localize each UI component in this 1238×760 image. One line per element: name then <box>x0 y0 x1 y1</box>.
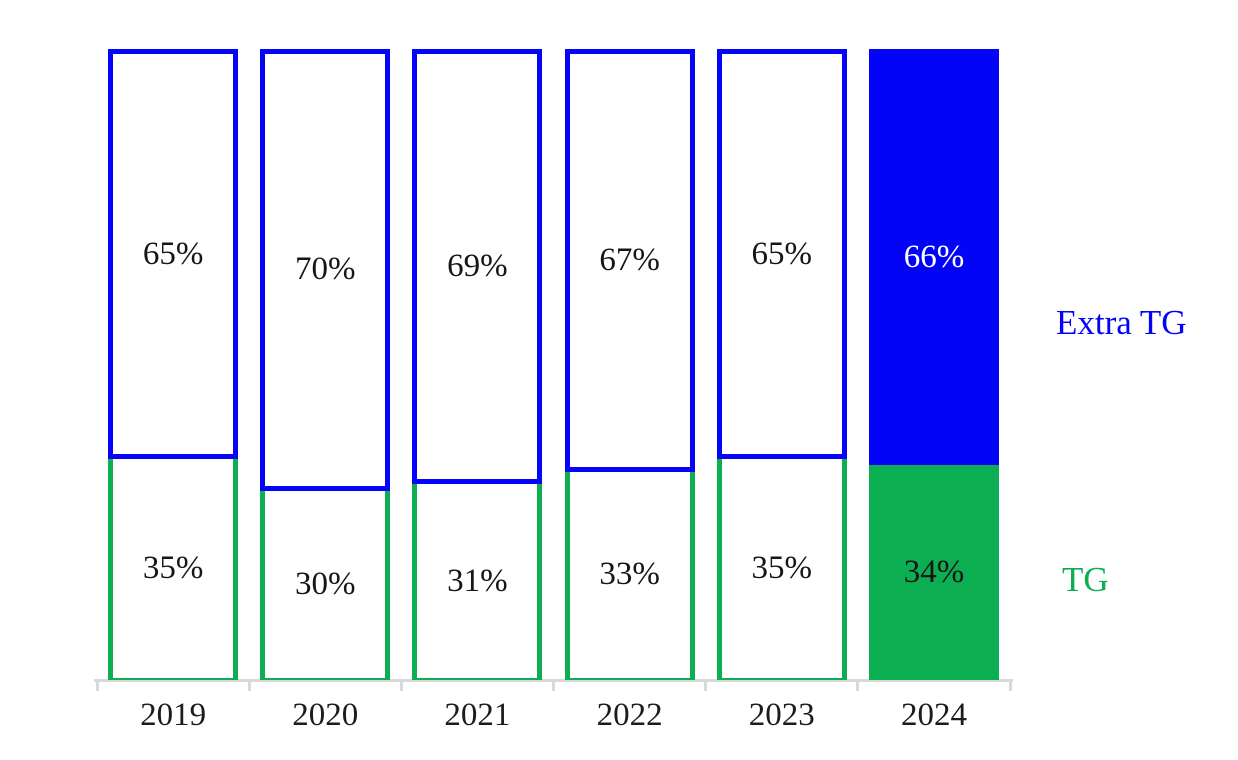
x-axis-label-2021: 2021 <box>444 697 511 733</box>
x-axis-label-2019: 2019 <box>140 697 207 733</box>
x-axis-tick <box>856 679 860 691</box>
segment-tg-2021: 31% <box>412 484 543 680</box>
legend-tg: TG <box>1062 560 1109 599</box>
segment-tg-2024: 34% <box>868 465 999 680</box>
segment-tg-2019: 35% <box>108 459 239 680</box>
segment-extra-tg-2022: 67% <box>564 49 695 472</box>
category-slot-2022: 67% 33% 2022 <box>554 49 706 733</box>
category-slot-2020: 70% 30% 2020 <box>249 49 401 733</box>
x-axis-label-2020: 2020 <box>292 697 359 733</box>
category-slot-2024: 66% 34% 2024 <box>858 49 1010 733</box>
segment-extra-tg-2024: 66% <box>868 49 999 466</box>
value-label-extra-tg-2020: 70% <box>295 251 356 288</box>
x-axis-label-2024: 2024 <box>900 697 967 733</box>
bar-2021: 69% 31% <box>412 49 543 680</box>
segment-extra-tg-2019: 65% <box>108 49 239 460</box>
bar-2023: 65% 35% <box>716 49 847 680</box>
segment-extra-tg-2020: 70% <box>260 49 391 491</box>
segment-tg-2022: 33% <box>564 471 695 680</box>
value-label-tg-2024: 34% <box>903 554 965 591</box>
segment-tg-2020: 30% <box>260 490 391 680</box>
value-label-extra-tg-2021: 69% <box>447 248 508 285</box>
legend-extra-tg: Extra TG <box>1056 303 1187 342</box>
category-slot-2021: 69% 31% 2021 <box>401 49 553 733</box>
bar-2020: 70% 30% <box>260 49 391 680</box>
value-label-extra-tg-2023: 65% <box>751 235 813 272</box>
segment-extra-tg-2023: 65% <box>716 49 847 460</box>
value-label-tg-2019: 35% <box>142 550 204 587</box>
plot-area: 65% 35% 2019 70% 30% 2020 69% 31% 2021 67% 33% 2022… <box>94 49 1013 733</box>
value-label-tg-2021: 31% <box>447 562 508 599</box>
x-axis-tick <box>247 679 251 691</box>
x-axis-tick <box>552 679 555 691</box>
x-axis-label-2022: 2022 <box>596 697 663 733</box>
value-label-extra-tg-2024: 66% <box>903 238 965 275</box>
segment-tg-2023: 35% <box>716 459 847 680</box>
category-slot-2019: 65% 35% 2019 <box>97 49 249 733</box>
x-axis-label-2023: 2023 <box>748 697 815 733</box>
x-axis-tick <box>1008 679 1012 691</box>
x-axis-tick <box>95 679 99 691</box>
bar-2019: 65% 35% <box>108 49 239 680</box>
value-label-tg-2022: 33% <box>599 556 660 593</box>
category-slot-2023: 65% 35% 2023 <box>706 49 858 733</box>
x-axis-tick <box>704 679 708 691</box>
value-label-tg-2020: 30% <box>295 565 356 602</box>
value-label-extra-tg-2022: 67% <box>599 241 660 278</box>
x-axis-tick <box>399 679 403 691</box>
value-label-extra-tg-2019: 65% <box>142 235 204 272</box>
bar-2022: 67% 33% <box>564 49 695 680</box>
value-label-tg-2023: 35% <box>751 550 813 587</box>
segment-extra-tg-2021: 69% <box>412 49 543 485</box>
bar-2024: 66% 34% <box>868 49 999 680</box>
